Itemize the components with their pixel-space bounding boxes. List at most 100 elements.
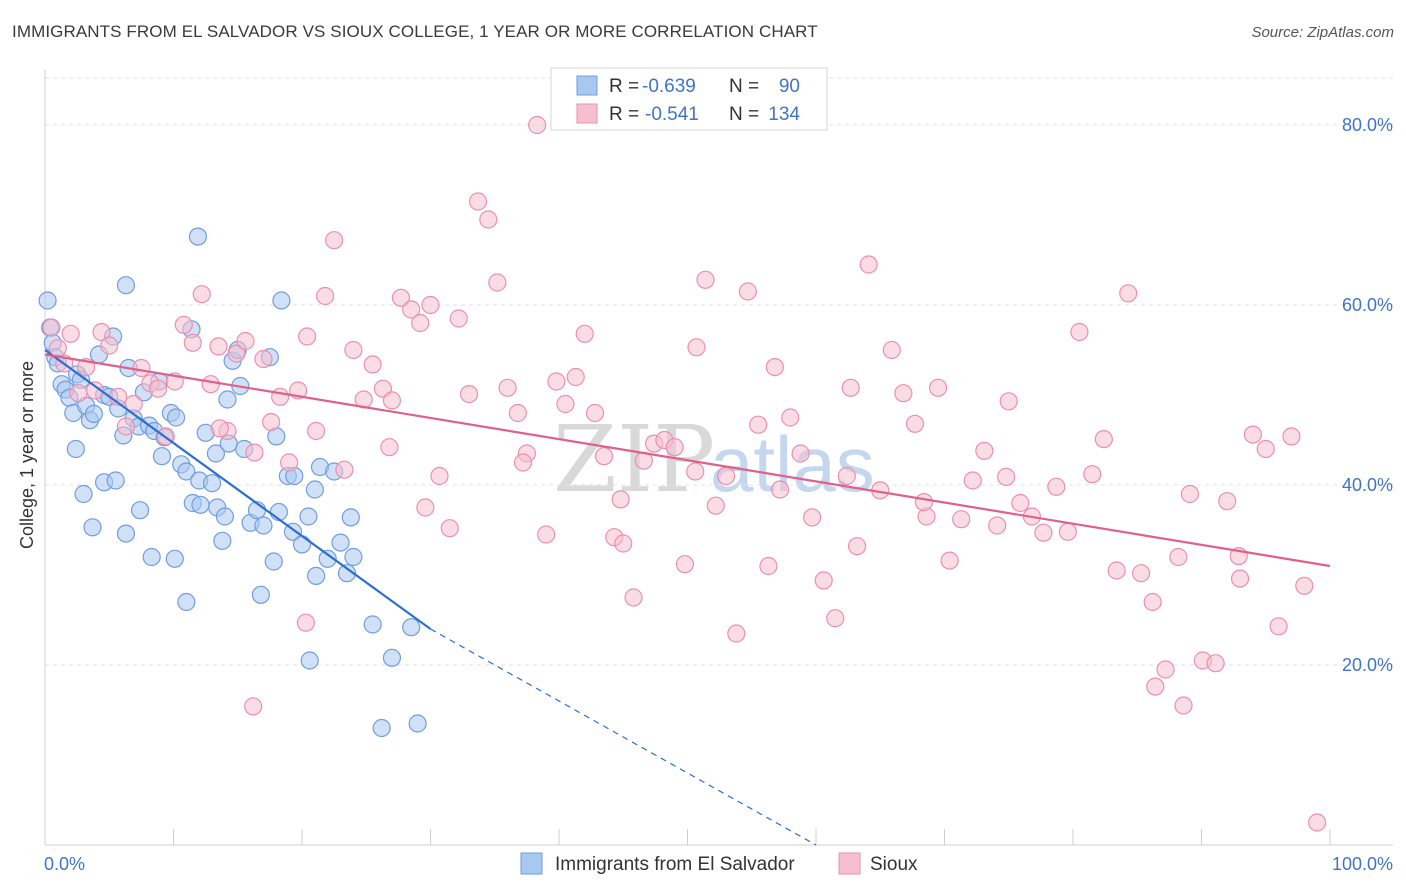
point-sioux	[594, 447, 614, 466]
x-tick-label-min: 0.0%	[44, 854, 85, 874]
point-sioux	[488, 273, 507, 292]
point-sioux	[132, 358, 151, 378]
point-el-salvador	[166, 408, 186, 427]
point-sioux	[1269, 617, 1288, 636]
point-sioux	[997, 467, 1016, 486]
point-sioux	[905, 414, 925, 433]
point-sioux	[556, 394, 575, 414]
point-sioux	[325, 231, 344, 250]
y-tick-label: 40.0%	[1342, 475, 1393, 495]
y-ticks: 20.0% 40.0% 60.0% 80.0%	[1342, 115, 1393, 675]
point-sioux	[148, 379, 168, 398]
point-sioux	[344, 340, 363, 360]
point-sioux	[765, 358, 784, 377]
point-el-salvador	[83, 518, 102, 537]
point-el-salvador	[300, 651, 319, 670]
bottom-legend-label-blue: Immigrants from El Salvador	[555, 854, 795, 875]
point-el-salvador	[331, 533, 350, 552]
point-sioux	[914, 493, 934, 512]
point-sioux	[882, 340, 901, 360]
point-el-salvador	[202, 474, 222, 493]
point-sioux	[1143, 592, 1162, 612]
legend-n-label-pink: N =	[729, 104, 759, 125]
point-sioux	[468, 192, 488, 211]
point-sioux	[1083, 465, 1102, 484]
point-sioux	[254, 349, 273, 369]
point-el-salvador	[264, 552, 283, 571]
point-sioux	[1094, 430, 1113, 449]
point-sioux	[245, 443, 264, 462]
point-el-salvador	[251, 585, 270, 604]
trend-lines	[44, 349, 1331, 846]
point-sioux	[236, 331, 255, 351]
point-sioux	[459, 385, 479, 404]
point-sioux	[848, 537, 867, 556]
point-sioux	[963, 471, 982, 490]
point-sioux	[1308, 813, 1327, 832]
point-el-salvador	[142, 547, 161, 567]
point-sioux	[1256, 439, 1275, 459]
point-sioux	[92, 322, 111, 342]
point-sioux	[1146, 677, 1165, 696]
trend-line-sioux	[44, 353, 1331, 568]
point-sioux	[298, 327, 317, 346]
point-sioux	[770, 480, 790, 499]
bottom-legend: Immigrants from El Salvador Sioux	[520, 852, 918, 875]
point-sioux	[716, 466, 736, 486]
point-sioux	[449, 309, 468, 328]
point-sioux	[759, 556, 778, 576]
point-sioux	[1206, 654, 1225, 673]
point-sioux	[1282, 427, 1301, 446]
point-el-salvador	[206, 444, 226, 463]
point-el-salvador	[116, 524, 136, 543]
point-sioux	[440, 519, 459, 538]
point-sioux	[416, 498, 435, 517]
point-sioux	[837, 466, 856, 486]
legend-r-value-pink: -0.541	[645, 104, 699, 125]
point-sioux	[411, 313, 430, 333]
point-sioux	[391, 288, 411, 307]
legend: R = -0.639 N = 90 R = -0.541 N = 134	[550, 67, 828, 131]
legend-r-value-blue: -0.639	[642, 76, 696, 97]
point-sioux	[575, 324, 594, 343]
point-sioux	[498, 378, 517, 397]
chart-source: Source: ZipAtlas.com	[1251, 24, 1394, 41]
y-axis-title: College, 1 year or more	[17, 361, 37, 549]
legend-r-label-pink: R =	[609, 104, 639, 125]
point-sioux	[1156, 660, 1175, 679]
point-el-salvador	[318, 549, 337, 568]
point-el-salvador	[299, 507, 318, 526]
point-el-salvador	[152, 447, 172, 466]
point-sioux	[271, 387, 290, 406]
point-sioux	[335, 460, 354, 479]
trend-line-el-salvador	[44, 349, 432, 630]
point-sioux	[859, 255, 878, 274]
point-sioux	[382, 391, 402, 410]
legend-r-label-blue: R =	[609, 76, 639, 97]
point-el-salvador	[116, 276, 136, 295]
point-sioux	[69, 384, 88, 403]
point-sioux	[687, 338, 706, 357]
legend-n-label-blue: N =	[729, 76, 759, 97]
point-sioux	[380, 438, 399, 457]
point-sioux	[61, 324, 80, 343]
point-sioux	[999, 392, 1018, 411]
point-el-salvador	[402, 618, 421, 637]
point-sioux	[696, 270, 715, 289]
point-el-salvador	[215, 507, 234, 526]
point-sioux	[803, 508, 822, 527]
point-el-salvador	[188, 227, 208, 246]
point-sioux	[988, 516, 1007, 535]
point-sioux	[421, 295, 440, 315]
legend-n-value-blue: 90	[779, 76, 800, 97]
point-sioux	[1174, 696, 1193, 715]
chart-title: IMMIGRANTS FROM EL SALVADOR VS SIOUX COL…	[12, 22, 818, 41]
legend-n-value-pink: 134	[768, 104, 800, 125]
point-sioux	[1047, 477, 1066, 496]
y-tick-label: 80.0%	[1342, 115, 1393, 135]
point-sioux	[537, 525, 556, 544]
point-sioux	[585, 403, 605, 423]
watermark-atlas: atlas	[710, 420, 875, 508]
point-sioux	[826, 609, 845, 628]
watermark-zip: ZIP	[553, 406, 715, 513]
